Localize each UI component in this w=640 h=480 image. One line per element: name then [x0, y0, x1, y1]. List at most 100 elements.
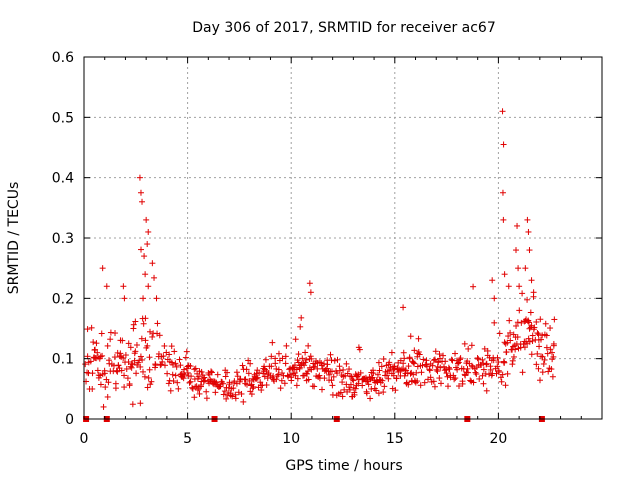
data-point [486, 371, 493, 378]
data-point [385, 375, 392, 382]
data-point [187, 378, 194, 385]
data-point [247, 360, 254, 367]
data-point [468, 362, 475, 369]
data-point [440, 352, 447, 359]
data-point [375, 359, 382, 366]
data-point [186, 379, 193, 386]
data-point [245, 370, 252, 377]
data-point [524, 318, 531, 325]
data-point [514, 334, 521, 341]
data-point [84, 326, 91, 333]
data-point [301, 362, 308, 369]
data-point [181, 366, 188, 373]
data-point [208, 369, 215, 376]
data-point [230, 379, 237, 386]
data-point [90, 339, 97, 346]
data-point [169, 371, 176, 378]
data-point [279, 355, 286, 362]
data-point [305, 376, 312, 383]
data-point [114, 368, 121, 375]
data-point [149, 333, 156, 340]
data-point [156, 332, 163, 339]
data-point [528, 351, 535, 358]
data-point [495, 367, 502, 374]
data-point [381, 383, 388, 390]
data-point [316, 359, 323, 366]
data-point [283, 342, 290, 349]
data-point [142, 315, 149, 322]
data-point [230, 385, 237, 392]
data-point [413, 369, 420, 376]
data-point [304, 370, 311, 377]
data-point [140, 368, 147, 375]
data-point [526, 247, 533, 254]
data-point [357, 369, 364, 376]
data-point [133, 342, 140, 349]
data-point [514, 319, 521, 326]
data-point [528, 277, 535, 284]
data-point [339, 393, 346, 400]
data-point [298, 314, 305, 321]
data-point [516, 283, 523, 290]
data-point [208, 368, 215, 375]
data-point [501, 359, 508, 366]
data-point [132, 318, 139, 325]
data-point [220, 391, 227, 398]
data-point [537, 377, 544, 384]
data-point [139, 198, 146, 205]
data-point [166, 351, 173, 358]
data-point [275, 371, 282, 378]
data-point [119, 337, 126, 344]
data-point [549, 373, 556, 380]
data-point [529, 332, 536, 339]
data-point [393, 375, 400, 382]
data-point [293, 382, 300, 389]
data-point [525, 228, 532, 235]
data-point [242, 376, 249, 383]
data-point [175, 385, 182, 392]
data-point [143, 216, 150, 223]
data-point [470, 283, 477, 290]
data-point [327, 351, 334, 358]
data-point [414, 378, 421, 385]
data-point [182, 354, 189, 361]
data-point [454, 366, 461, 373]
data-point [356, 346, 363, 353]
data-point [430, 378, 437, 385]
data-point [319, 386, 326, 393]
data-point [97, 381, 104, 388]
data-point [434, 368, 441, 375]
data-point [146, 366, 153, 373]
data-point [321, 375, 328, 382]
data-point [226, 379, 233, 386]
data-point [173, 363, 180, 370]
data-point [505, 333, 512, 340]
data-point [189, 384, 196, 391]
data-point [444, 373, 451, 380]
data-point [430, 357, 437, 364]
data-point [373, 387, 380, 394]
data-point [474, 355, 481, 362]
data-point [545, 368, 552, 375]
data-point [148, 378, 155, 385]
data-point [446, 366, 453, 373]
data-point [164, 370, 171, 377]
data-point [279, 370, 286, 377]
data-point [103, 283, 110, 290]
data-point [499, 371, 506, 378]
data-point [104, 342, 111, 349]
data-point [346, 386, 353, 393]
data-point [299, 355, 306, 362]
data-point [361, 375, 368, 382]
data-point [238, 390, 245, 397]
data-point [256, 369, 263, 376]
data-point [365, 381, 372, 388]
data-point [533, 361, 540, 368]
data-point [355, 380, 362, 387]
data-point [337, 389, 344, 396]
data-point [253, 375, 260, 382]
data-point [535, 331, 542, 338]
data-point [544, 350, 551, 357]
data-point [105, 379, 112, 386]
data-point [282, 353, 289, 360]
